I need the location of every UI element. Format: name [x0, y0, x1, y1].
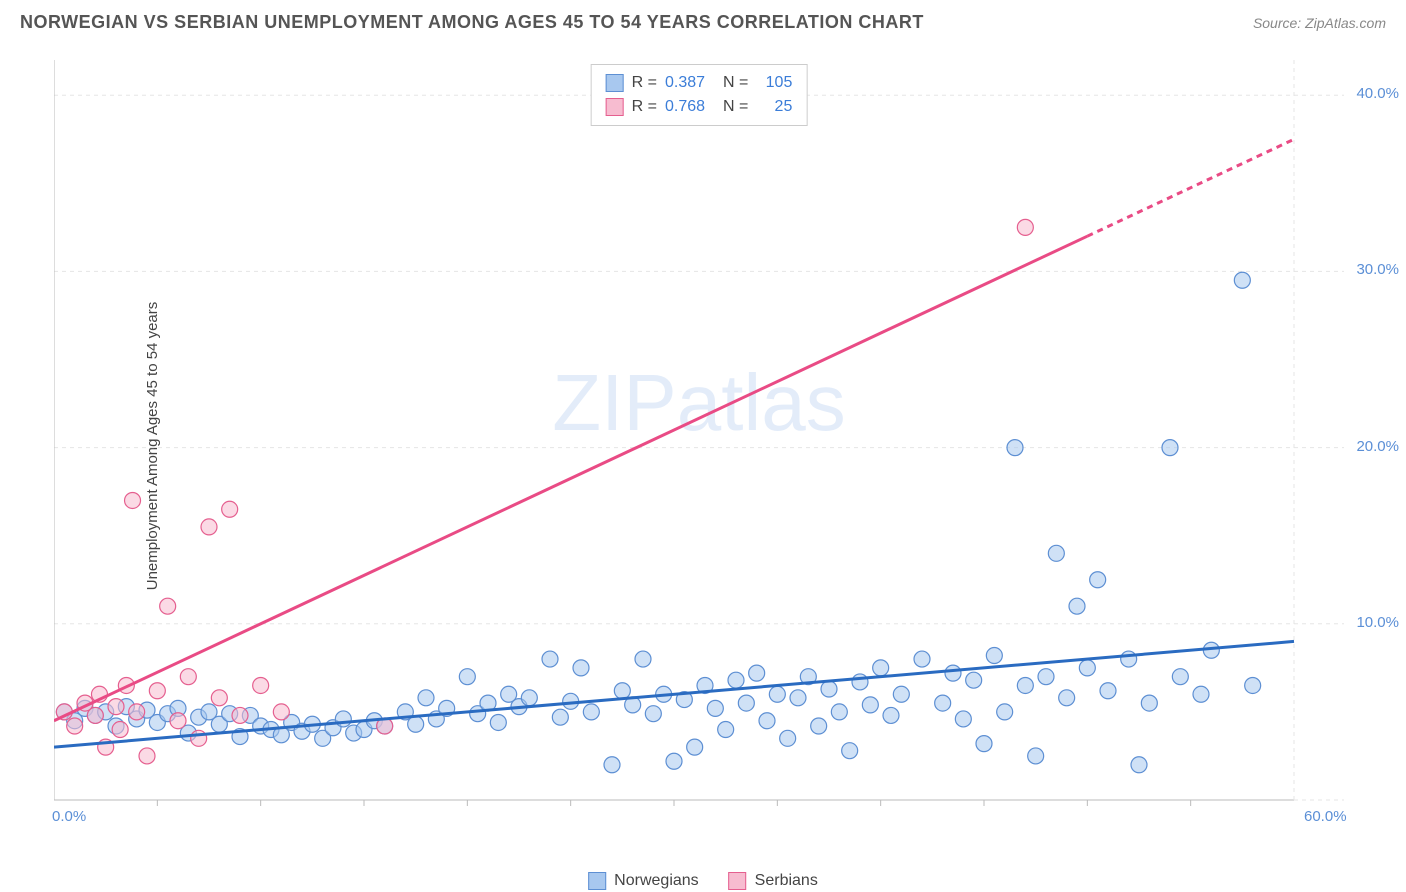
legend-swatch	[588, 872, 606, 890]
legend-label: Norwegians	[614, 872, 698, 890]
chart-area: ZIPatlas R = 0.387 N = 105 R = 0.768 N =…	[54, 60, 1344, 822]
r-label: R =	[632, 95, 657, 119]
r-value: 0.768	[665, 95, 715, 119]
legend-item: Serbians	[729, 872, 818, 890]
y-tick-label: 10.0%	[1356, 614, 1399, 631]
r-value: 0.387	[665, 71, 715, 95]
y-tick-label: 40.0%	[1356, 85, 1399, 102]
n-value: 105	[756, 71, 792, 95]
correlation-legend: R = 0.387 N = 105 R = 0.768 N = 25	[591, 64, 808, 126]
n-label: N =	[723, 95, 748, 119]
n-value: 25	[756, 95, 792, 119]
series-legend: Norwegians Serbians	[588, 872, 818, 890]
legend-row: R = 0.387 N = 105	[606, 71, 793, 95]
r-label: R =	[632, 71, 657, 95]
y-tick-label: 30.0%	[1356, 261, 1399, 278]
legend-swatch	[729, 872, 747, 890]
chart-source: Source: ZipAtlas.com	[1253, 15, 1386, 31]
scatter-plot	[54, 60, 1344, 822]
legend-label: Serbians	[755, 872, 818, 890]
chart-title: NORWEGIAN VS SERBIAN UNEMPLOYMENT AMONG …	[20, 12, 924, 33]
x-tick-label: 60.0%	[1304, 808, 1347, 825]
n-label: N =	[723, 71, 748, 95]
y-tick-label: 20.0%	[1356, 438, 1399, 455]
x-tick-label: 0.0%	[52, 808, 86, 825]
chart-header: NORWEGIAN VS SERBIAN UNEMPLOYMENT AMONG …	[0, 0, 1406, 41]
legend-item: Norwegians	[588, 872, 698, 890]
legend-row: R = 0.768 N = 25	[606, 95, 793, 119]
legend-swatch	[606, 98, 624, 116]
legend-swatch	[606, 74, 624, 92]
